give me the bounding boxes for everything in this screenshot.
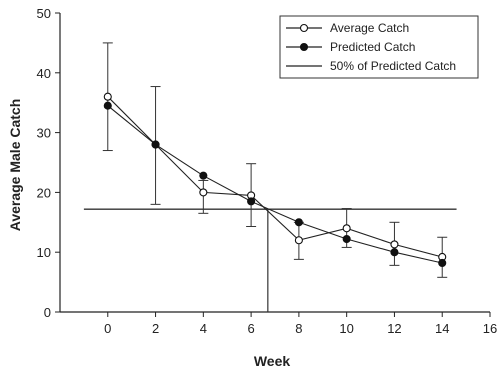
- x-tick-label: 12: [387, 321, 401, 336]
- data-point-series-1: [342, 224, 351, 233]
- x-tick-label: 14: [435, 321, 449, 336]
- y-tick-label: 40: [37, 66, 51, 81]
- reference-lines: [83, 208, 457, 312]
- data-point-series-1: [199, 188, 208, 197]
- data-point-series-1: [103, 92, 112, 101]
- legend-marker: [299, 42, 309, 52]
- y-tick-label: 10: [37, 245, 51, 260]
- data-point-series-1: [390, 240, 399, 249]
- legend-label: Predicted Catch: [330, 40, 415, 54]
- x-tick-label: 6: [247, 321, 254, 336]
- data-point-series-2: [199, 171, 208, 180]
- x-tick-label: 2: [152, 321, 159, 336]
- data-point-series-1: [294, 236, 303, 245]
- y-tick-label: 30: [37, 126, 51, 141]
- data-point-series-2: [438, 258, 447, 268]
- x-axis-label: Week: [254, 353, 291, 369]
- x-tick-label: 8: [295, 321, 302, 336]
- legend-label: 50% of Predicted Catch: [330, 59, 456, 73]
- axes: [59, 13, 490, 313]
- legend-marker: [299, 23, 309, 33]
- y-tick-label: 50: [37, 6, 51, 21]
- x-tick-label: 16: [483, 321, 497, 336]
- y-ticks: 0 10 20 30 40 50: [37, 6, 60, 320]
- data-point-series-2: [247, 197, 256, 206]
- series-layer: [102, 42, 448, 278]
- data-point-series-2: [103, 101, 112, 110]
- legend: Average Catch Predicted Catch 50% of Predi…: [279, 15, 479, 79]
- x-tick-label: 4: [200, 321, 207, 336]
- series-line-1: [107, 96, 443, 258]
- x-tick-label: 10: [339, 321, 353, 336]
- x-tick-label: 0: [104, 321, 111, 336]
- data-point-series-2: [390, 248, 399, 257]
- y-axis-label: Average Male Catch: [7, 99, 23, 232]
- legend-label: Average Catch: [330, 21, 409, 35]
- y-tick-label: 0: [44, 305, 51, 320]
- data-point-series-2: [151, 140, 160, 149]
- y-tick-label: 20: [37, 185, 51, 200]
- x-ticks: 0 2 4 6 8 10 12 14 16: [104, 312, 497, 336]
- series-line-2: [107, 105, 443, 264]
- data-point-series-2: [342, 234, 351, 244]
- data-point-series-2: [294, 218, 303, 227]
